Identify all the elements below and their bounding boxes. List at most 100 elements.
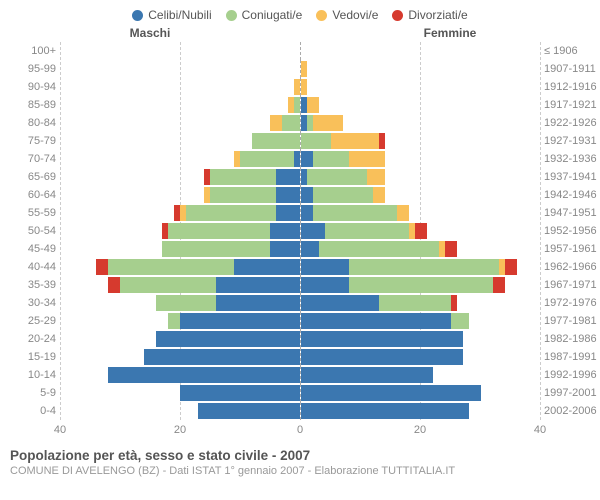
- bar-segment: [349, 277, 493, 293]
- birth-label: 1987-1991: [544, 351, 598, 363]
- female-half: [301, 312, 541, 330]
- male-half: [60, 258, 301, 276]
- bar-segment: [379, 133, 385, 149]
- age-label: 40-44: [12, 261, 56, 273]
- female-half: [301, 96, 541, 114]
- bar: [301, 331, 463, 347]
- bar: [301, 115, 343, 131]
- age-row: 60-641942-1946: [60, 186, 540, 204]
- legend-swatch: [226, 10, 237, 21]
- x-tick: 40: [534, 424, 546, 436]
- age-row: 15-191987-1991: [60, 348, 540, 366]
- bar: [301, 133, 385, 149]
- bar-segment: [301, 241, 319, 257]
- bar: [252, 133, 300, 149]
- bar-segment: [282, 115, 300, 131]
- bar-segment: [349, 259, 499, 275]
- bar-segment: [301, 367, 433, 383]
- age-row: 50-541952-1956: [60, 222, 540, 240]
- bar-segment: [210, 187, 276, 203]
- bar: [301, 241, 457, 257]
- bar-segment: [108, 367, 300, 383]
- male-half: [60, 384, 301, 402]
- pyramid-chart: Fasce di età Anni di nascita 100+≤ 19069…: [0, 42, 600, 442]
- bar: [108, 367, 300, 383]
- bar-segment: [301, 61, 307, 77]
- age-row: 30-341972-1976: [60, 294, 540, 312]
- bar-segment: [301, 385, 481, 401]
- birth-label: 1917-1921: [544, 99, 598, 111]
- bar-segment: [301, 349, 463, 365]
- birth-label: 1942-1946: [544, 189, 598, 201]
- bar: [144, 349, 300, 365]
- age-label: 95-99: [12, 63, 56, 75]
- birth-label: 1907-1911: [544, 63, 598, 75]
- bar-segment: [313, 115, 343, 131]
- bar: [301, 79, 307, 95]
- bar-segment: [240, 151, 294, 167]
- age-row: 80-841922-1926: [60, 114, 540, 132]
- age-label: 100+: [12, 45, 56, 57]
- female-half: [301, 240, 541, 258]
- bar-segment: [162, 241, 270, 257]
- legend-swatch: [316, 10, 327, 21]
- bar: [204, 169, 300, 185]
- bar: [301, 349, 463, 365]
- bar: [234, 151, 300, 167]
- bar-segment: [108, 259, 234, 275]
- bar: [174, 205, 300, 221]
- male-half: [60, 204, 301, 222]
- age-label: 35-39: [12, 279, 56, 291]
- bar-segment: [234, 259, 300, 275]
- bar-segment: [301, 331, 463, 347]
- bar: [96, 259, 300, 275]
- birth-label: 2002-2006: [544, 405, 598, 417]
- age-label: 25-29: [12, 315, 56, 327]
- age-row: 100+≤ 1906: [60, 42, 540, 60]
- female-half: [301, 402, 541, 420]
- bar-segment: [144, 349, 300, 365]
- bar-segment: [379, 295, 451, 311]
- male-half: [60, 132, 301, 150]
- birth-label: 1972-1976: [544, 297, 598, 309]
- x-tick: 20: [414, 424, 426, 436]
- legend-label: Divorziati/e: [408, 8, 467, 22]
- chart-title: Popolazione per età, sesso e stato civil…: [10, 448, 590, 463]
- birth-label: 1977-1981: [544, 315, 598, 327]
- male-half: [60, 240, 301, 258]
- bar: [301, 151, 385, 167]
- female-half: [301, 384, 541, 402]
- bar-segment: [180, 313, 300, 329]
- age-label: 45-49: [12, 243, 56, 255]
- bar-segment: [156, 331, 300, 347]
- female-half: [301, 222, 541, 240]
- bar-segment: [367, 169, 385, 185]
- chart-footer: Popolazione per età, sesso e stato civil…: [0, 442, 600, 477]
- birth-label: 1967-1971: [544, 279, 598, 291]
- birth-label: 1932-1936: [544, 153, 598, 165]
- age-row: 25-291977-1981: [60, 312, 540, 330]
- male-half: [60, 150, 301, 168]
- bar-segment: [276, 205, 300, 221]
- birth-label: 1927-1931: [544, 135, 598, 147]
- female-half: [301, 204, 541, 222]
- bar-segment: [270, 241, 300, 257]
- bar-segment: [301, 259, 349, 275]
- female-half: [301, 168, 541, 186]
- bar-segment: [216, 295, 300, 311]
- birth-label: 1952-1956: [544, 225, 598, 237]
- female-half: [301, 276, 541, 294]
- bar: [301, 313, 469, 329]
- bar: [301, 61, 307, 77]
- age-label: 20-24: [12, 333, 56, 345]
- age-label: 10-14: [12, 369, 56, 381]
- bar: [156, 331, 300, 347]
- legend-item: Coniugati/e: [226, 8, 303, 22]
- bar-segment: [313, 187, 373, 203]
- bar-segment: [301, 277, 349, 293]
- age-row: 35-391967-1971: [60, 276, 540, 294]
- legend-label: Celibi/Nubili: [148, 8, 211, 22]
- bar: [301, 367, 433, 383]
- bar-segment: [505, 259, 517, 275]
- legend-item: Vedovi/e: [316, 8, 378, 22]
